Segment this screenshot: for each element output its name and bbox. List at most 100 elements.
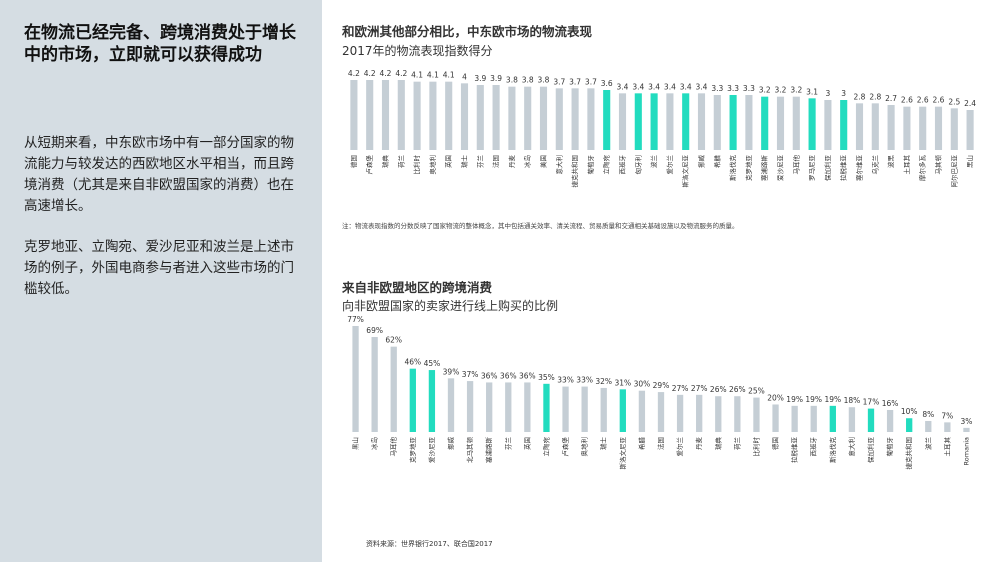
value-label: 16% [882,399,899,408]
value-label: 27% [672,384,689,393]
bar [919,106,927,150]
bar [697,93,706,150]
x-tick-label: 意大利 [554,155,563,175]
x-tick-label: 奥地利 [428,155,437,175]
bar [791,405,798,432]
x-tick-label: 罗马尼亚 [808,155,816,182]
x-tick-label: 奥地利 [580,437,589,457]
value-label: 4.1 [427,71,439,80]
value-label: 4.2 [380,69,392,78]
x-tick-label: 冰岛 [523,155,532,168]
value-label: 3 [826,89,831,98]
x-tick-label: 北马其顿 [465,437,474,464]
value-label: 26% [729,385,746,394]
value-label: 3.3 [743,84,755,93]
bar [824,100,832,150]
value-label: 8% [922,410,934,419]
x-tick-label: 黑山 [965,155,974,168]
bar [887,105,895,150]
bar [772,404,779,432]
value-label: 4.2 [348,69,360,78]
bar [587,88,595,150]
bar [603,90,611,150]
bar [371,337,378,432]
value-label: 17% [863,398,880,407]
x-tick-label: 瑞典 [713,437,722,451]
x-tick-label: 爱尔兰 [675,437,684,457]
value-label: 3.7 [553,77,565,86]
value-label: 33% [557,376,574,385]
value-label: 4.1 [411,71,423,80]
bar [696,394,703,432]
bar [466,381,474,432]
value-label: 30% [634,380,651,389]
x-tick-label: 塞浦路斯 [760,155,769,182]
chart-title: 和欧洲其他部分相比，中东欧市场的物流表现 [341,24,593,39]
x-tick-label: 塞浦路斯 [484,437,493,464]
bar [429,81,437,150]
value-label: 3.4 [696,82,708,91]
chart-subtitle: 2017年的物流表现指数得分 [342,43,493,58]
x-tick-label: 挪威 [697,155,706,169]
value-label: 18% [844,396,861,405]
bar [715,396,722,432]
bar [366,80,374,150]
x-tick-label: 波兰 [649,155,658,169]
bar [409,368,416,432]
bar [618,93,627,150]
bar [848,407,856,432]
value-label: 3.9 [490,74,502,83]
x-tick-label: 希腊 [712,155,721,169]
x-tick-label: 比利时 [412,155,421,175]
bar [776,96,785,150]
value-label: 2.6 [901,96,913,105]
value-label: 3.8 [538,76,550,85]
x-tick-label: 西班牙 [809,437,818,457]
value-label: 3.4 [664,82,676,91]
x-tick-label: 爱沙尼亚 [428,437,436,464]
bar [810,405,817,432]
value-label: 3.2 [759,86,771,95]
value-label: 3.8 [522,76,534,85]
bar [524,86,532,150]
x-tick-label: 土耳其 [942,437,951,457]
x-tick-label: 瑞典 [381,155,390,169]
x-tick-label: 捷克共和国 [570,155,579,188]
value-label: 3.8 [506,76,518,85]
value-label: 3% [961,417,973,426]
value-label: 19% [824,395,841,404]
bar [524,382,531,432]
bar [650,93,658,150]
bar [682,93,690,150]
bar [571,88,579,150]
x-tick-label: 瑞士 [599,437,608,451]
value-label: 7% [941,411,953,420]
bar [871,103,879,150]
chart-note: 注：物流表现指数的分数反映了国家物流的整体概念，其中包括通关效率、清关流程、贸易… [342,222,739,230]
bar [867,408,875,432]
value-label: 19% [786,395,803,404]
bar [581,386,588,432]
bar [505,382,512,432]
value-label: 77% [347,315,364,324]
bar [600,387,607,432]
value-label: 3.2 [790,86,802,95]
bar [539,86,548,150]
bar [619,389,626,432]
value-label: 32% [595,377,612,386]
bar [657,392,665,432]
x-tick-label: 黑山 [351,437,360,450]
bar [950,108,958,150]
bar [413,81,421,150]
bar [925,420,932,432]
bar [492,85,500,150]
value-label: 2.4 [964,99,976,108]
bar [666,93,674,150]
paragraph: 从短期来看，中东欧市场中有一部分国家的物流能力与较发达的西欧地区水平相当，而且跨… [24,135,294,214]
x-tick-label: 马耳他 [791,155,800,175]
x-tick-label: 拉脱维亚 [839,155,848,182]
bar [963,427,970,432]
x-tick-label: 丹麦 [507,155,516,169]
value-label: 4.1 [443,71,455,80]
